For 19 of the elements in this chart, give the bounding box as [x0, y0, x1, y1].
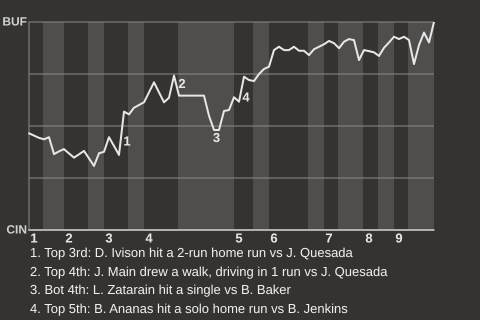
x-tick-label: 7 — [325, 230, 333, 246]
x-tick-label: 8 — [365, 230, 373, 246]
annotation: 1 — [123, 134, 131, 149]
annotation: 3 — [212, 130, 220, 146]
x-tick-label: 9 — [395, 230, 403, 246]
text: 2. Top 4th: J. Main drew a walk, driving in 1 run vs J. Quesada — [30, 262, 388, 281]
annotation: 2 — [178, 76, 186, 91]
x-tick-label: 1 — [30, 230, 38, 246]
x-tick-label: 6 — [270, 230, 278, 246]
text: BUF — [2, 14, 27, 28]
text: 3. Bot 4th: L. Zatarain hit a single vs B. Baker — [30, 281, 292, 299]
text: CIN — [6, 222, 27, 236]
annotation: 4 — [242, 90, 250, 104]
text: 1. Top 3rd: D. Ivison hit a 2-run home run vs J. Quesada — [30, 244, 354, 262]
x-tick-label: 4 — [145, 230, 154, 246]
x-tick-label: 2 — [65, 230, 73, 246]
text: 4. Top 5th: B. Ananas hit a solo home run vs B. Jenkins — [30, 300, 349, 318]
x-tick-label: 5 — [235, 230, 243, 246]
x-tick-label: 3 — [105, 230, 113, 246]
